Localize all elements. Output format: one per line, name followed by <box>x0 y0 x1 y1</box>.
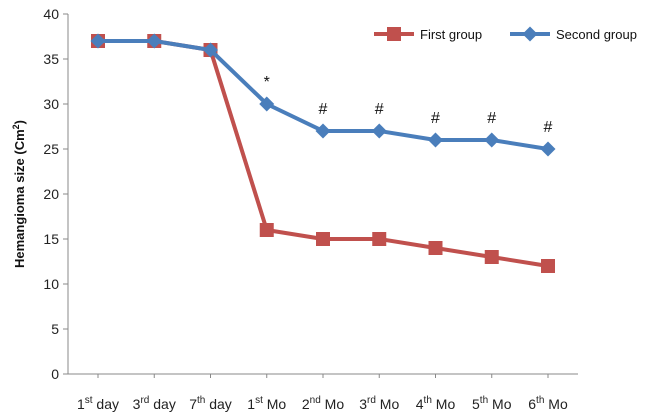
data-point <box>372 232 387 246</box>
significance-marker: # <box>319 101 328 118</box>
x-tick-label: 6th Mo <box>528 395 568 412</box>
x-tick-label: 1st day <box>77 395 119 412</box>
y-tick-label: 25 <box>43 141 59 157</box>
legend-item[interactable]: Second group <box>510 26 637 43</box>
y-tick-label: 5 <box>51 321 59 337</box>
y-tick-label: 15 <box>43 231 59 247</box>
y-tick-label: 0 <box>51 366 59 382</box>
data-point <box>203 42 218 58</box>
x-tick-label: 2nd Mo <box>302 395 344 412</box>
data-point <box>428 132 443 148</box>
data-point <box>428 241 443 255</box>
data-point <box>371 123 387 139</box>
legend-marker <box>522 26 538 42</box>
x-tick-label: 3rd day <box>133 395 176 412</box>
chart-legend[interactable]: First group Second group <box>374 26 637 43</box>
significance-marker: # <box>487 110 496 127</box>
series-first-group <box>91 34 555 273</box>
series-second-group <box>90 33 556 157</box>
y-tick-label: 30 <box>43 96 59 112</box>
legend-label: First group <box>420 27 482 42</box>
data-point <box>484 132 500 148</box>
data-point <box>259 96 275 112</box>
data-point <box>540 141 556 157</box>
data-point <box>259 223 274 237</box>
data-point <box>90 33 106 49</box>
legend-label: Second group <box>556 27 637 42</box>
significance-marker: * <box>264 74 270 91</box>
x-tick-label: 3rd Mo <box>359 395 399 412</box>
significance-marker: # <box>544 119 553 136</box>
y-axis-ticks: 0 5 10 15 20 25 30 35 40 <box>43 6 68 382</box>
chart-series <box>90 33 556 273</box>
significance-marker: # <box>375 101 384 118</box>
data-point <box>484 250 499 264</box>
x-tick-label: 7th day <box>189 395 232 412</box>
x-tick-label: 4th Mo <box>416 395 456 412</box>
data-point <box>146 33 162 49</box>
data-point <box>316 232 330 246</box>
y-axis-label: Hemangioma size (Cm2) <box>11 120 27 268</box>
legend-item[interactable]: First group <box>374 27 482 42</box>
chart-axes <box>67 14 578 375</box>
chart-annotations: * # # # # # <box>264 74 553 136</box>
y-tick-label: 10 <box>43 276 59 292</box>
y-tick-label: 35 <box>43 51 59 67</box>
y-tick-label: 20 <box>43 186 59 202</box>
data-point <box>315 123 331 139</box>
data-point <box>541 259 555 273</box>
x-tick-label: 1st Mo <box>247 395 286 412</box>
legend-marker <box>387 27 401 41</box>
x-tick-label: 5th Mo <box>472 395 512 412</box>
y-tick-label: 40 <box>43 6 59 22</box>
significance-marker: # <box>431 110 440 127</box>
x-axis-ticks: 1st day 3rd day 7th day 1st Mo 2nd Mo 3rd Mo 4… <box>77 374 568 412</box>
